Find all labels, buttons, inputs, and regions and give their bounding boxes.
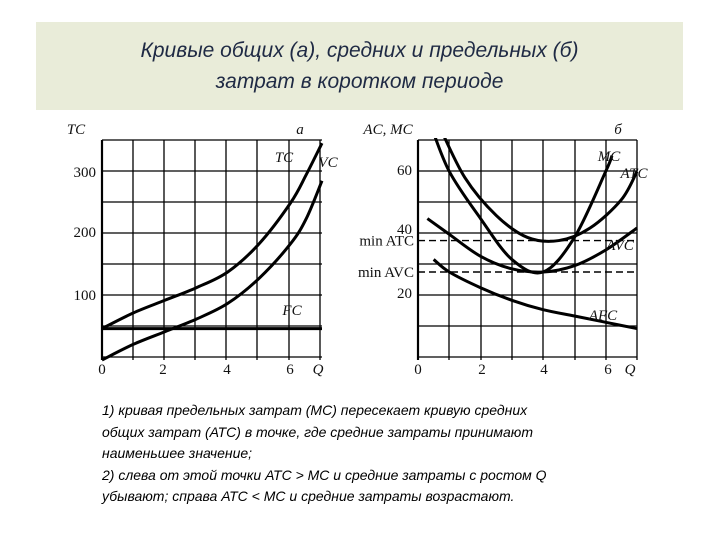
- x-axis-label: Q: [625, 362, 636, 378]
- series-label-avc: AVC: [605, 238, 635, 254]
- reference-line-label: min ATC: [359, 234, 414, 250]
- y-axis-label: AC, MC: [362, 122, 413, 138]
- x-tick-label: 6: [286, 362, 294, 378]
- title-banner: Кривые общих (а), средних и предельных (…: [36, 22, 683, 110]
- series-label-tc: TC: [275, 150, 294, 166]
- y-tick-label: 100: [74, 288, 97, 304]
- note-line: 1) кривая предельных затрат (МС) пересек…: [102, 402, 528, 418]
- y-tick-label: 40: [397, 222, 412, 238]
- series-label-mc: MC: [597, 149, 621, 165]
- title-line-1: Кривые общих (а), средних и предельных (…: [140, 39, 579, 62]
- reference-line-label: min AVC: [358, 265, 414, 281]
- series-tc-line: [101, 142, 324, 330]
- x-axis-label: Q: [313, 362, 324, 378]
- y-tick-label: 20: [397, 286, 412, 302]
- y-axis-label: TC: [67, 122, 86, 138]
- series-label-atc: ATC: [620, 166, 649, 182]
- x-tick-label: 2: [159, 362, 167, 378]
- note-line: наименьшее значение;: [102, 445, 253, 461]
- y-tick-label: 300: [74, 165, 97, 181]
- series-atc-line: [443, 138, 639, 243]
- explanation-text: 1) кривая предельных затрат (МС) пересек…: [102, 400, 672, 508]
- x-tick-label: 4: [540, 362, 548, 378]
- series-afc-line: [432, 258, 638, 331]
- note-line: 2) слева от этой точки АТС > МС и средни…: [102, 466, 547, 483]
- panel-label: б: [614, 122, 622, 138]
- series-avc-line: [426, 217, 638, 274]
- x-tick-label: 2: [478, 362, 486, 378]
- panel-label: а: [296, 122, 304, 138]
- series-vc-line: [101, 180, 324, 362]
- x-tick-label: 4: [223, 362, 231, 378]
- series-label-vc: VC: [318, 155, 338, 171]
- title-line-2: затрат в коротком периоде: [215, 70, 504, 93]
- x-tick-label: 0: [98, 362, 106, 378]
- note-line: убывают; справа АТС < МС и средние затра…: [102, 488, 515, 504]
- series-mc-line: [433, 138, 614, 275]
- x-tick-label: 0: [414, 362, 422, 378]
- series-label-fc: FC: [281, 303, 302, 319]
- series-label-afc: AFC: [588, 308, 618, 324]
- y-tick-label: 60: [397, 163, 412, 179]
- y-tick-label: 200: [74, 225, 97, 241]
- x-tick-label: 6: [604, 362, 612, 378]
- note-line: общих затрат (АТС) в точке, где средние …: [102, 423, 533, 440]
